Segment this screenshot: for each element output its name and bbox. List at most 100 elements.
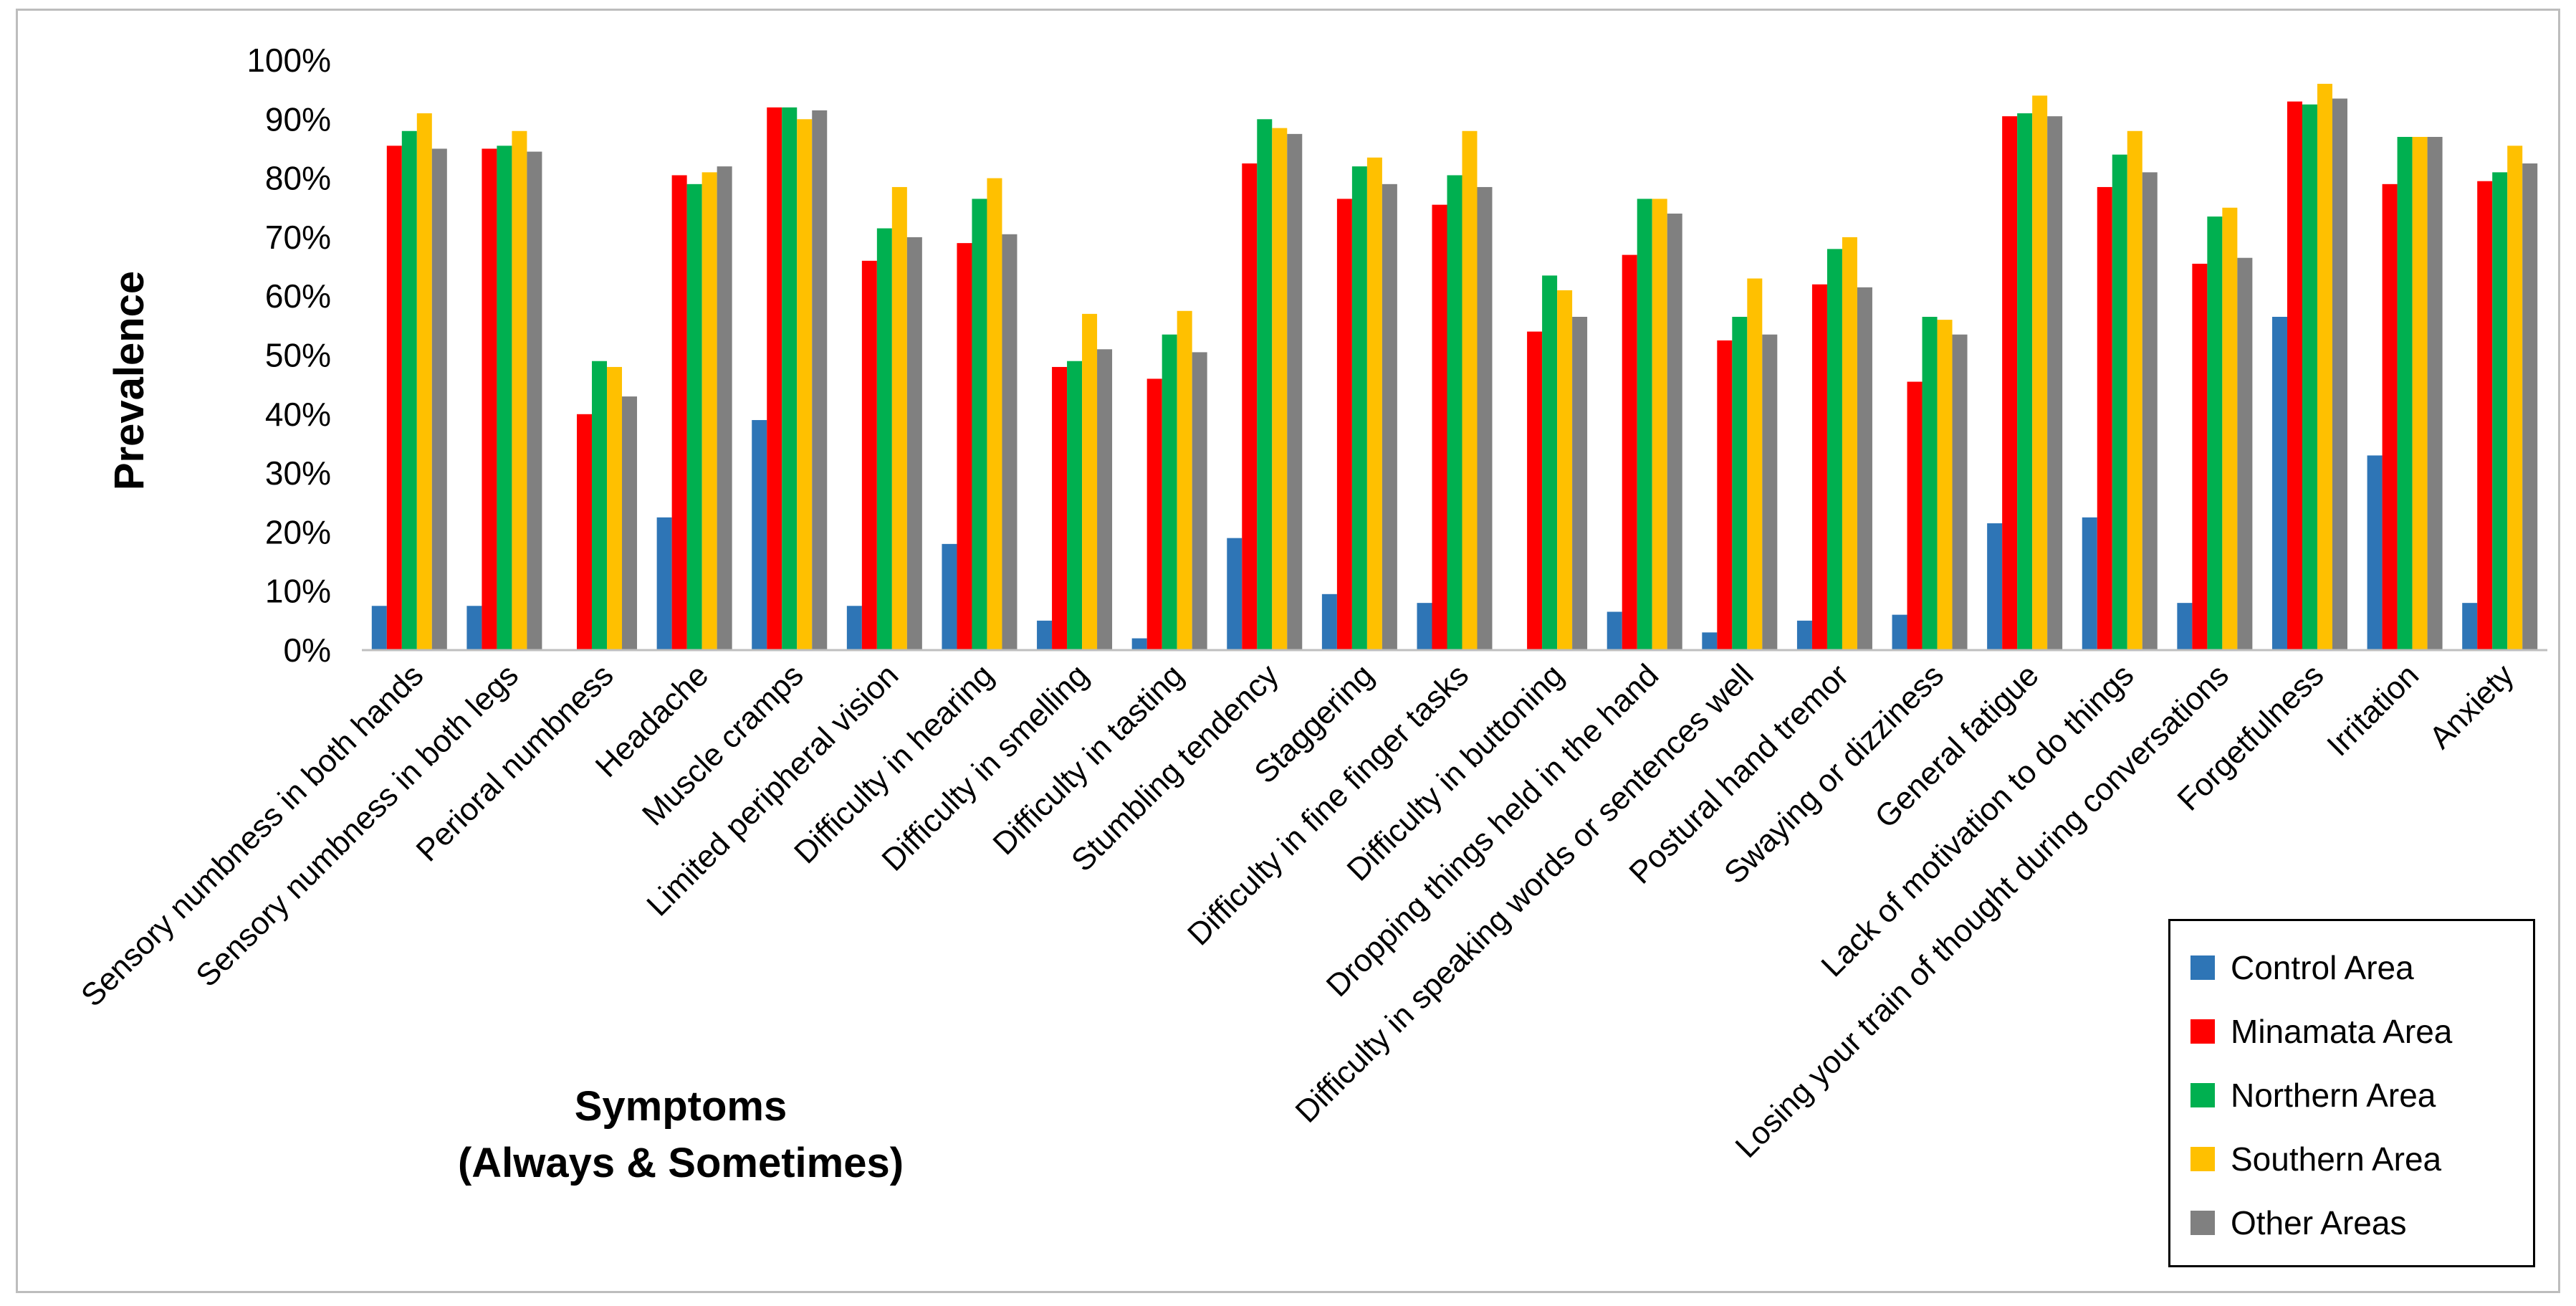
legend-item: Other Areas [2170,1191,2533,1254]
bar [1987,523,2003,650]
bar [401,130,417,650]
bar [702,172,717,650]
bar [1321,594,1337,650]
bar [2082,517,2097,650]
bar [482,148,497,650]
bar [1146,378,1162,650]
bar [622,396,638,650]
bar [686,183,702,651]
bar [1162,334,1177,650]
bar [1272,128,1288,650]
x-tick-label: Dropping things held in the hand [1320,657,1666,1004]
bar [1052,366,1068,650]
bar [1527,331,1543,650]
y-tick-label: 80% [265,160,331,197]
bar [2397,136,2413,651]
bar [1622,254,1637,651]
x-tick-label: Muscle cramps [636,657,810,832]
legend-swatch [2190,955,2215,980]
bar [1542,275,1558,650]
bar [782,107,798,651]
bar [2207,216,2223,651]
bar [2522,163,2538,650]
bar [1702,632,1718,650]
bar [1287,133,1303,650]
bar [466,606,482,650]
legend-label: Southern Area [2231,1140,2442,1178]
legend-swatch [2190,1210,2215,1235]
bar [1667,213,1682,651]
legend: Control Area Minamata Area Northern Area So… [2168,919,2535,1267]
bar [1796,620,1812,650]
bar [972,199,987,650]
bar [1857,287,1872,650]
bar [1432,204,1447,650]
bar [527,151,542,650]
bar [2332,98,2347,650]
bar [416,113,432,650]
bar [797,119,813,651]
bar [2302,104,2317,651]
x-axis-title-line1: Symptoms [575,1083,787,1130]
bar [1067,361,1083,650]
bar [671,175,687,651]
bar [386,146,402,650]
bar [2237,257,2253,651]
legend-swatch [2190,1019,2215,1044]
bar [577,414,593,650]
bar [1572,317,1588,650]
bar [876,228,892,650]
legend-label: Minamata Area [2231,1012,2453,1050]
bar [371,606,387,650]
y-tick-label: 40% [265,396,331,433]
y-tick-label: 10% [265,573,331,610]
bar [2177,603,2193,650]
bar [1922,317,1938,650]
bar [1477,186,1493,650]
bar [2097,186,2112,650]
y-axis-title: Prevalence [106,271,153,490]
bar [1227,538,1242,650]
bar [1717,340,1733,650]
bar [1747,278,1763,650]
bar [1131,638,1147,650]
bar [1652,199,1667,650]
bar [2412,136,2428,651]
bar [1907,381,1923,650]
bar [1082,313,1098,650]
bar [2367,455,2383,650]
bar [2492,172,2508,650]
bar [2317,83,2332,651]
bar [2142,172,2158,650]
bar [607,366,623,650]
bar [1952,334,1968,650]
bar [2127,130,2142,650]
bar [1937,320,1953,650]
bar [2032,95,2048,650]
x-tick-label: Anxiety [2423,657,2521,756]
bar [906,237,922,650]
bar [1097,349,1113,650]
x-tick-label: Sensory numbness in both hands [75,657,430,1013]
bar [1557,290,1573,650]
bar [812,110,828,650]
x-axis-title-line2: (Always & Sometimes) [458,1140,904,1186]
bar [1336,199,1352,650]
bar [2002,116,2018,650]
bar [767,107,782,651]
bar [1037,620,1053,650]
bar [2112,154,2127,650]
bar [942,543,957,650]
legend-item: Northern Area [2170,1063,2533,1127]
bar [2427,136,2443,651]
x-tick-label: Irritation [2320,657,2426,763]
bar [717,166,732,650]
bar [2271,317,2287,650]
y-tick-label: 0% [284,631,331,669]
bar [861,260,877,650]
y-axis-ticks: 0% 10% 20% 30% 40% 50% 60% 70% 80% 90% 100% [246,42,331,669]
bar [1447,175,1462,651]
legend-label: Control Area [2231,948,2414,986]
bar [512,130,527,650]
bar [1892,614,1907,650]
